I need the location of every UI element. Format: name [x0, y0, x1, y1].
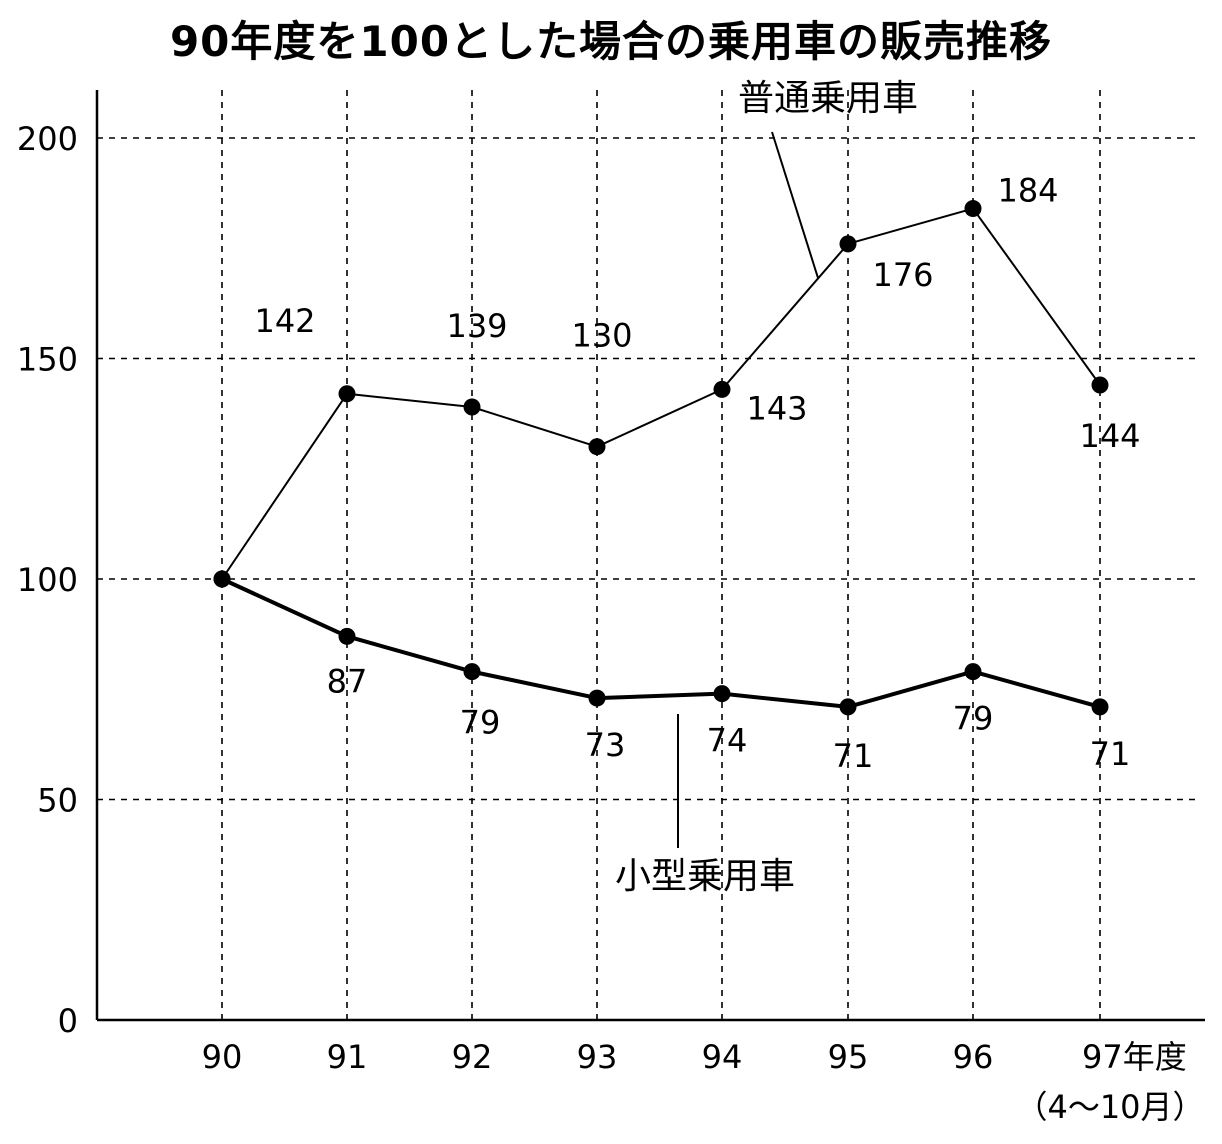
data-label: 130 [571, 317, 632, 355]
x-tick-label: 96 [953, 1038, 994, 1076]
x-tick-label: 93 [577, 1038, 618, 1076]
series-name-label: 普通乗用車 [738, 78, 918, 119]
data-point [588, 689, 606, 707]
axis-layer [95, 90, 1205, 1022]
series-layer [213, 200, 1109, 716]
data-point [713, 380, 731, 398]
x-tick-label: 92 [452, 1038, 493, 1076]
data-point [463, 398, 481, 416]
data-point [964, 200, 982, 218]
series-name-label: 小型乗用車 [615, 856, 795, 897]
y-tick-label: 50 [37, 782, 78, 820]
data-label: 144 [1079, 417, 1140, 455]
series-line [221, 577, 1101, 709]
data-label: 79 [460, 704, 501, 742]
data-point [213, 570, 231, 588]
label-layer: 0 50 100 150 200 90 91 92 93 94 95 96 97年度 （4〜10月） 142… [17, 78, 1205, 1126]
series-line [221, 207, 1101, 580]
x-tick-label: 90 [202, 1038, 243, 1076]
data-label: 87 [327, 662, 368, 700]
data-point [338, 627, 356, 645]
data-point [463, 663, 481, 681]
data-label: 71 [1090, 735, 1131, 773]
data-label: 139 [446, 307, 507, 345]
x-tick-label: 91 [327, 1038, 368, 1076]
x-tick-label: 97年度 [1082, 1038, 1187, 1076]
data-point [338, 385, 356, 403]
data-point [1091, 376, 1109, 394]
chart-title: 90年度を100とした場合の乗用車の販売推移 [169, 17, 1053, 66]
grid-layer [97, 90, 1195, 1020]
data-point [588, 438, 606, 456]
data-point [839, 235, 857, 253]
data-label: 79 [953, 700, 994, 738]
data-label: 184 [997, 172, 1058, 210]
data-label: 74 [707, 722, 748, 760]
data-label: 142 [254, 302, 315, 340]
x-axis-sublabel: （4〜10月） [1015, 1088, 1204, 1126]
data-label: 71 [833, 737, 874, 775]
data-point [839, 698, 857, 716]
y-tick-label: 150 [17, 341, 78, 379]
data-point [1091, 698, 1109, 716]
data-label: 176 [872, 256, 933, 294]
data-label: 143 [746, 389, 807, 427]
y-tick-label: 200 [17, 120, 78, 158]
x-tick-label: 94 [702, 1038, 743, 1076]
x-tick-label: 95 [828, 1038, 869, 1076]
data-label: 73 [585, 726, 626, 764]
data-point [713, 685, 731, 703]
y-tick-label: 100 [17, 561, 78, 599]
data-point [964, 663, 982, 681]
y-tick-label: 0 [58, 1002, 78, 1040]
series-leader-line [771, 131, 819, 279]
